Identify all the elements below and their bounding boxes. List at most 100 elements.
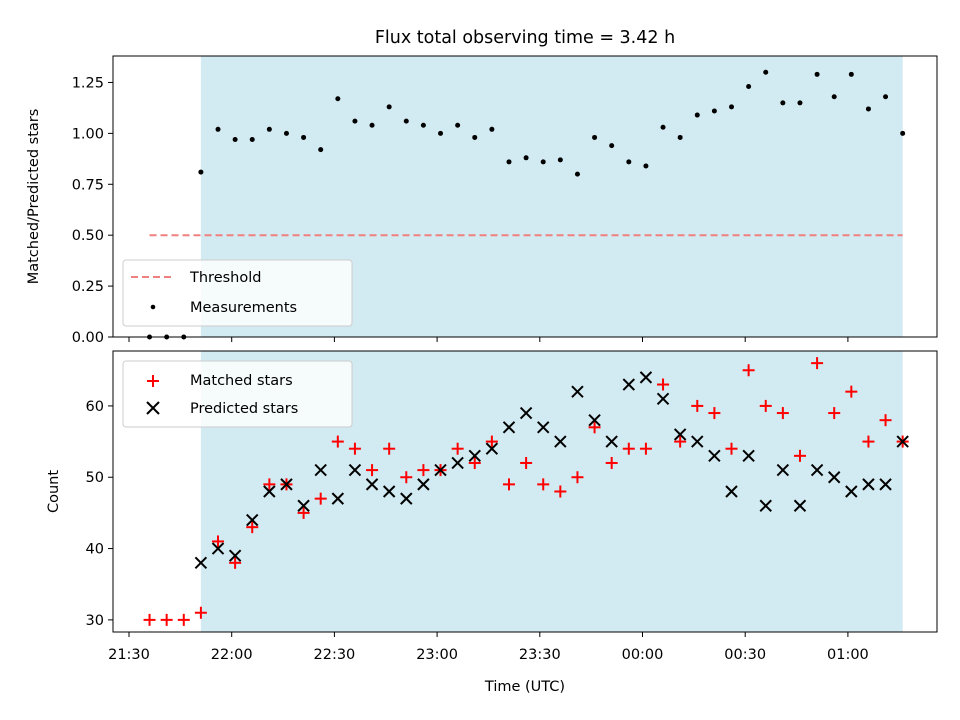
measurement-point	[592, 134, 598, 140]
x-tick-label: 23:30	[519, 647, 561, 663]
measurements-points	[147, 69, 906, 340]
measurement-point	[865, 106, 871, 112]
matched-star-point	[588, 421, 601, 434]
predicted-star-point	[365, 478, 379, 491]
measurement-point	[711, 108, 717, 114]
matched-star-point	[331, 435, 344, 448]
predicted-star-point	[331, 492, 345, 505]
measurement-point	[352, 118, 358, 124]
matched-star-point	[348, 442, 361, 455]
measurement-point	[729, 104, 735, 110]
matched-stars-points	[143, 357, 909, 626]
predicted-star-point	[725, 485, 738, 498]
predicted-star-point	[845, 485, 858, 498]
predicted-star-point	[314, 463, 327, 477]
matched-star-point	[828, 407, 841, 420]
measurement-point	[249, 136, 255, 142]
matched-star-point	[297, 506, 310, 519]
legend-threshold-label: Threshold	[189, 270, 261, 286]
measurement-point	[438, 130, 444, 136]
matched-star-point	[366, 464, 379, 477]
bottom-y-axis-label: Count	[46, 470, 62, 513]
predicted-star-point	[673, 428, 687, 441]
matched-star-point	[383, 442, 396, 455]
matched-star-point	[143, 613, 156, 626]
matched-star-point	[776, 407, 789, 420]
predicted-star-point	[879, 478, 892, 491]
measurement-point	[848, 71, 854, 77]
x-tick-label: 22:30	[314, 647, 356, 663]
bottom-y-ticks: 30 40 50 60	[86, 399, 113, 629]
measurement-point	[386, 104, 392, 110]
matched-star-point	[400, 471, 413, 484]
predicted-star-point	[605, 435, 618, 448]
top-legend-box	[122, 259, 353, 327]
predicted-star-point	[827, 471, 841, 484]
matched-star-point	[246, 521, 259, 534]
predicted-star-point	[776, 463, 790, 477]
measurement-point	[900, 130, 906, 136]
measurement-point	[694, 112, 700, 118]
bottom-legend-box	[122, 360, 353, 428]
measurement-point	[369, 122, 375, 128]
matched-star-point	[605, 456, 618, 469]
measurement-point	[335, 96, 341, 102]
matched-star-point	[691, 399, 704, 412]
matched-star-point	[862, 435, 875, 448]
measurement-point	[626, 159, 632, 165]
predicted-star-point	[759, 499, 772, 512]
predicted-star-point	[537, 421, 550, 434]
top-panel: 0.00 0.25 0.50 0.75 1.00 1.25 Matched/Predict…	[26, 55, 938, 346]
matched-star-point	[708, 407, 721, 420]
predicted-star-point	[810, 463, 824, 477]
top-panel-frame	[112, 55, 938, 338]
predicted-star-point	[708, 449, 721, 463]
measurement-point	[660, 124, 666, 130]
measurement-point	[489, 126, 495, 132]
top-y-axis-label: Matched/Predicted stars	[26, 109, 42, 285]
measurement-point	[420, 122, 426, 128]
matched-star-point	[212, 535, 225, 548]
measurement-point	[814, 71, 820, 77]
matched-star-point	[674, 435, 687, 448]
predicted-star-point	[211, 542, 225, 555]
predicted-star-point	[622, 378, 636, 391]
measurement-point	[198, 169, 204, 175]
y-tick-label: 1.00	[72, 126, 104, 142]
measurement-point	[318, 147, 324, 153]
top-legend: Threshold Measurements	[122, 259, 353, 327]
bottom-panel-frame	[112, 350, 938, 633]
measurement-point	[557, 157, 563, 163]
y-tick-label: 0.50	[72, 228, 104, 244]
predicted-star-point	[571, 385, 584, 398]
matched-star-point	[537, 478, 550, 491]
top-y-ticks: 0.00 0.25 0.50 0.75 1.00 1.25	[72, 75, 113, 346]
predicted-star-point	[297, 499, 310, 512]
legend-measurements-label: Measurements	[190, 300, 297, 316]
y-tick-label: 30	[86, 613, 104, 629]
predicted-stars-points	[194, 371, 909, 570]
predicted-star-point	[382, 485, 396, 498]
legend-predicted-swatch	[146, 401, 160, 415]
measurement-point	[301, 134, 307, 140]
x-tick-label: 22:00	[211, 647, 253, 663]
predicted-star-point	[263, 485, 276, 498]
matched-star-point	[451, 442, 464, 455]
y-tick-label: 0.75	[72, 177, 104, 193]
bottom-legend: Matched stars Predicted stars	[122, 360, 353, 428]
x-tick-label: 00:00	[622, 647, 664, 663]
matched-star-point	[177, 613, 190, 626]
matched-star-point	[502, 478, 515, 491]
matched-star-point	[485, 435, 498, 448]
y-tick-label: 1.25	[72, 75, 104, 91]
matched-star-point	[657, 378, 670, 391]
predicted-star-point	[280, 478, 293, 491]
measurement-point	[472, 134, 478, 140]
predicted-star-point	[194, 556, 208, 570]
y-tick-label: 40	[86, 542, 104, 558]
matched-star-point	[879, 414, 892, 427]
predicted-star-point	[896, 435, 909, 448]
matched-star-point	[571, 471, 584, 484]
matched-star-point	[520, 456, 533, 469]
